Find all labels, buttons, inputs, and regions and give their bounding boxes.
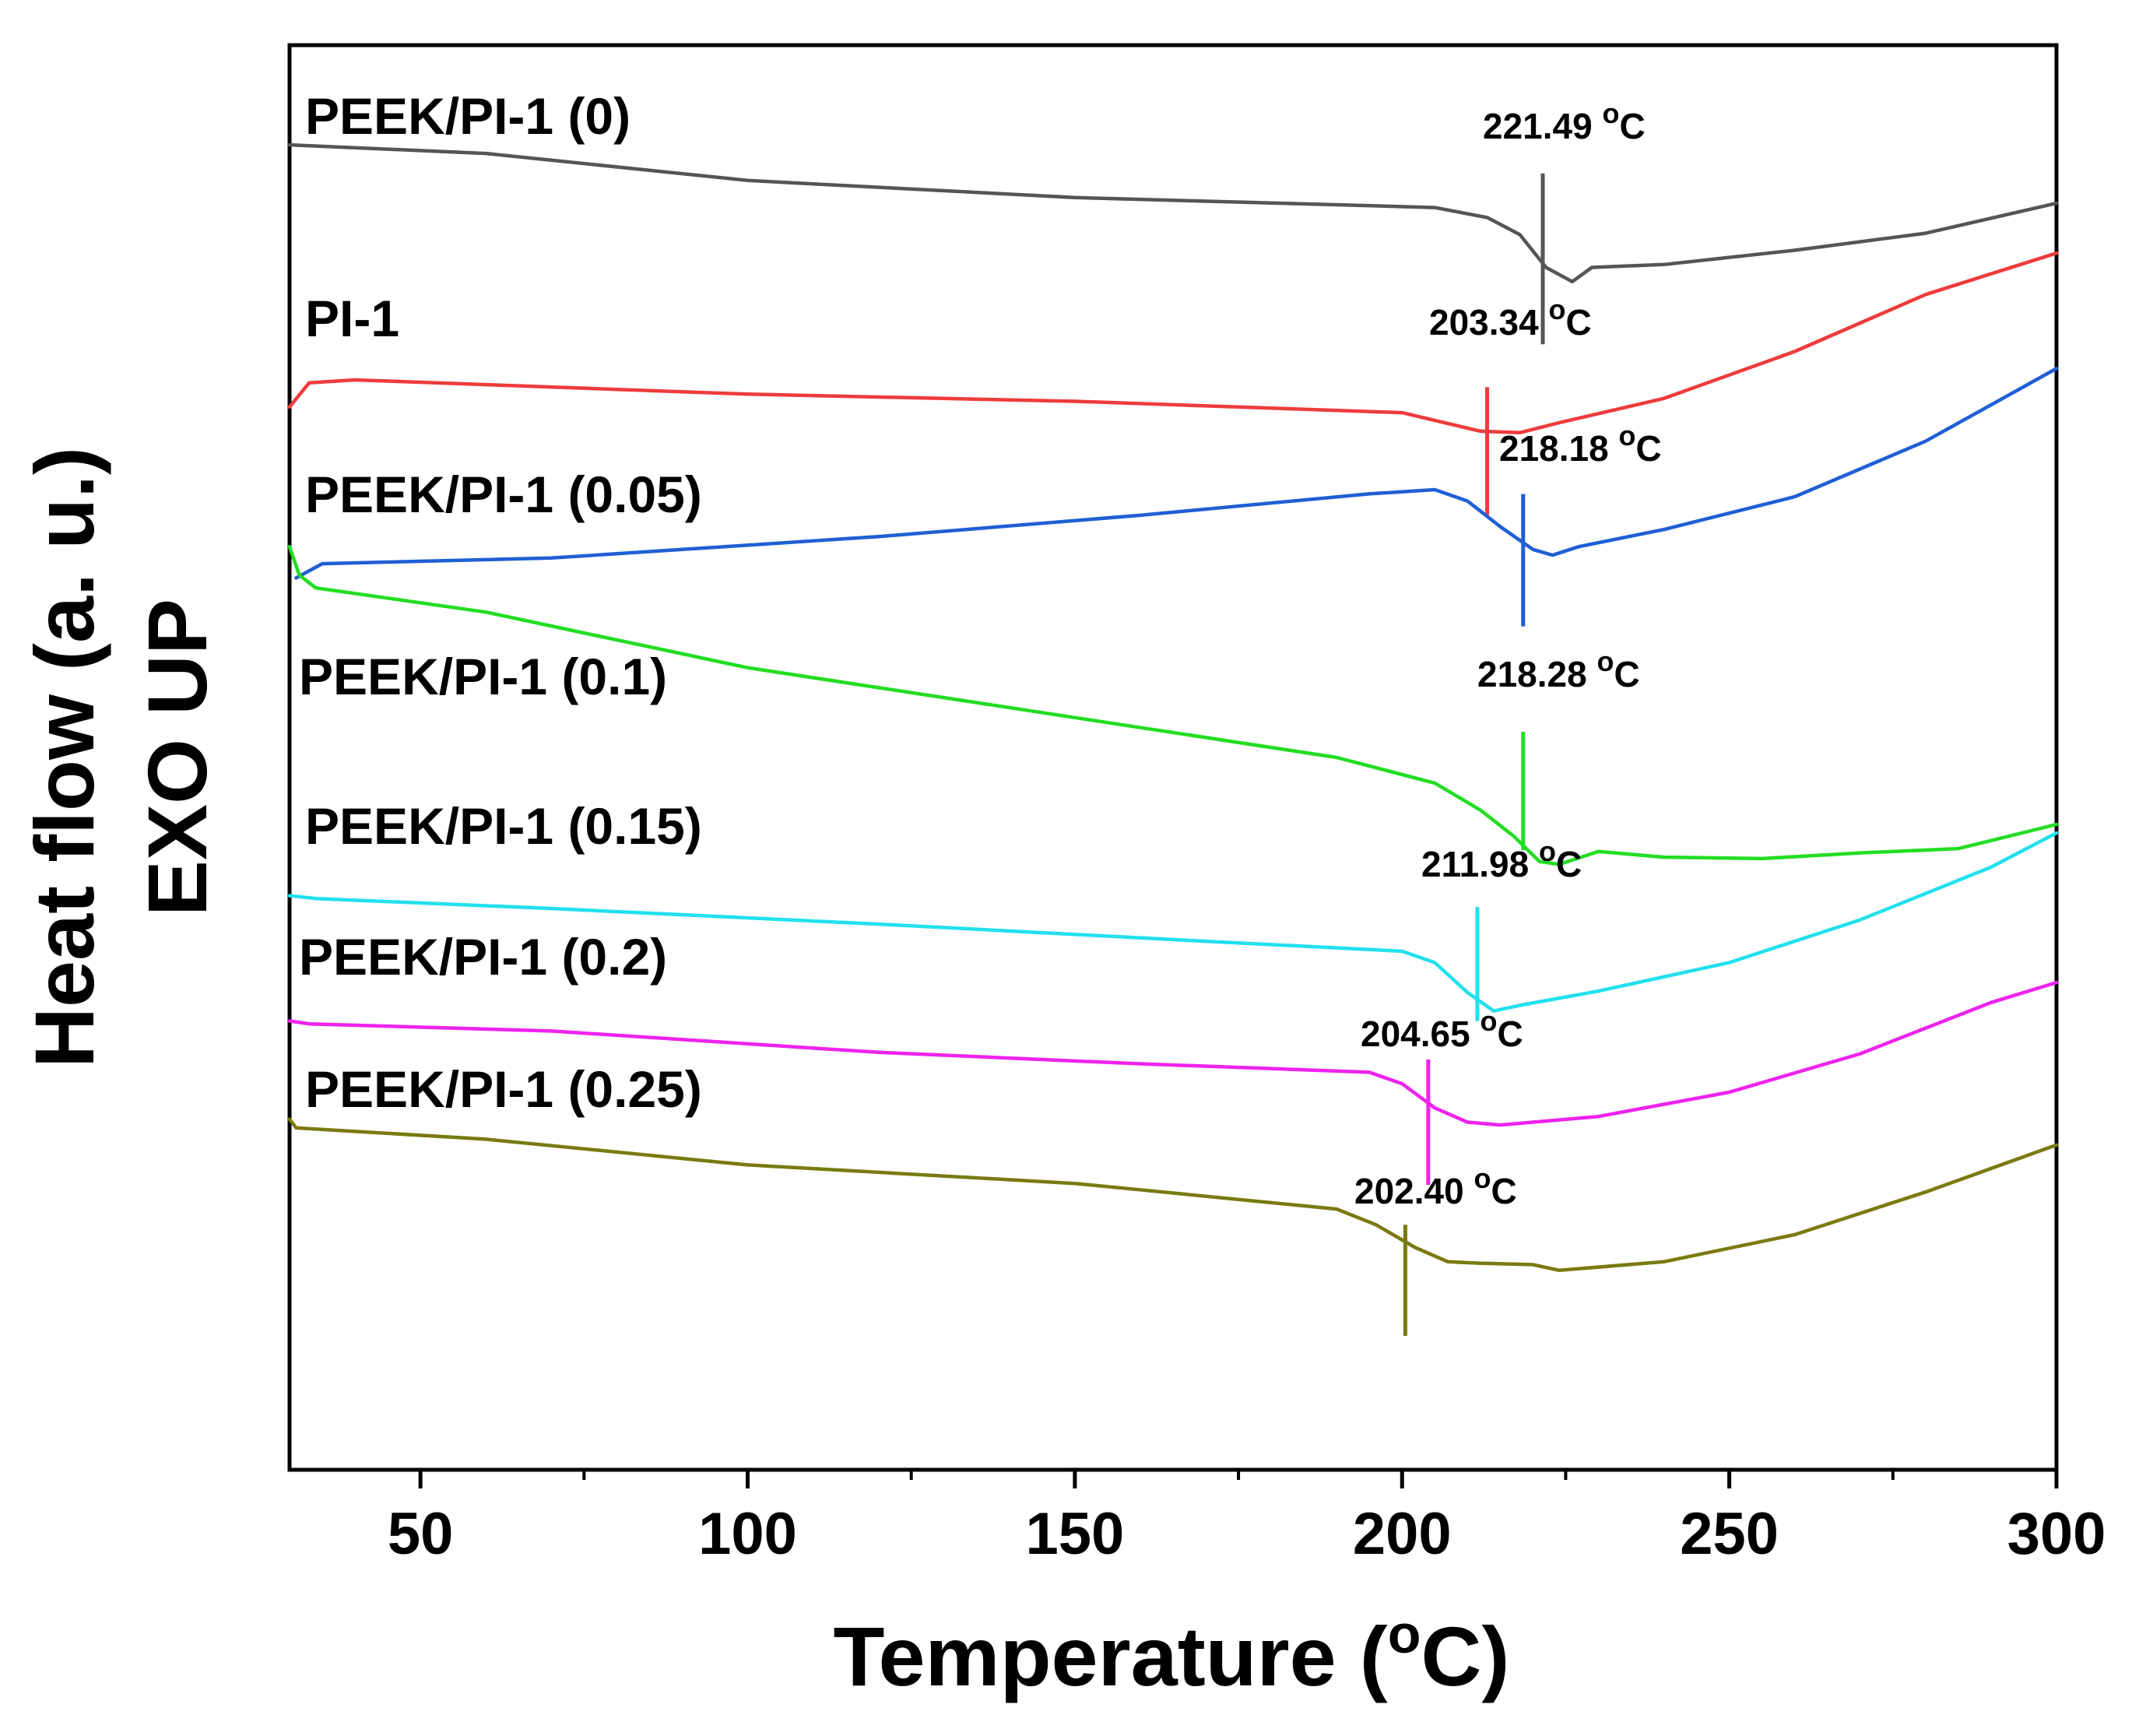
x-tick-label: 100 <box>698 1501 797 1567</box>
series-5-tg-annotation: 204.65 oC <box>1361 1005 1523 1054</box>
x-axis: 50 100 150 200 250 300 <box>388 1470 2106 1567</box>
x-tick-label: 50 <box>388 1501 454 1567</box>
series-2-label: PEEK/PI-1 (0.05) <box>305 466 702 523</box>
x-axis-title: Temperature (oC) <box>834 1604 1510 1703</box>
x-tick-label: 300 <box>2007 1501 2106 1567</box>
series-2-tg-annotation: 218.18 oC <box>1499 420 1662 469</box>
series-3-curve <box>287 544 2059 866</box>
series-0-tg-annotation: 221.49 oC <box>1483 97 1646 146</box>
series-0-label: PEEK/PI-1 (0) <box>305 87 630 145</box>
series-1-label: PI-1 <box>305 290 399 347</box>
x-tick-label: 200 <box>1353 1501 1452 1567</box>
series-5-curve <box>287 980 2059 1127</box>
series-3-label: PEEK/PI-1 (0.1) <box>299 648 667 705</box>
series-4-tg-annotation: 211.98 oC <box>1421 835 1582 884</box>
x-tick-label: 150 <box>1025 1501 1124 1567</box>
y-axis-title-line1: Heat flow (a. u.) <box>17 447 111 1068</box>
series-4-curve <box>287 831 2059 1013</box>
y-axis-title-line2: EXO UP <box>130 599 224 916</box>
series-6-curve <box>287 1117 2059 1273</box>
series-3-tg-annotation: 218.28 oC <box>1477 645 1640 694</box>
series-4-label: PEEK/PI-1 (0.15) <box>305 797 702 855</box>
series-0-curve <box>287 142 2059 284</box>
x-tick-label: 250 <box>1680 1501 1779 1567</box>
series-1-curve <box>287 251 2059 435</box>
series-2-curve <box>294 367 2059 580</box>
plot-frame <box>287 43 2059 1472</box>
series-1-tg-annotation: 203.34 oC <box>1429 293 1592 343</box>
series-layer: PEEK/PI-1 (0) 221.49 oC PI-1 203.34 oC PEEK/… <box>287 87 2059 1336</box>
series-6-tg-annotation: 202.40 oC <box>1354 1162 1517 1211</box>
series-5-label: PEEK/PI-1 (0.2) <box>299 928 667 986</box>
series-6-label: PEEK/PI-1 (0.25) <box>305 1060 702 1118</box>
